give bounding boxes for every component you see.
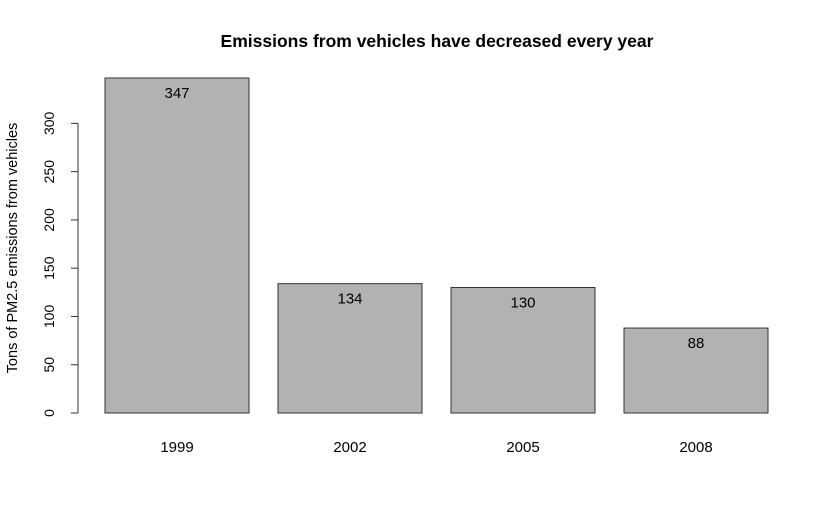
y-tick-label: 300 xyxy=(41,111,57,135)
bar-2008 xyxy=(623,327,769,414)
y-axis-label: Tons of PM2.5 emissions from vehicles xyxy=(5,123,21,374)
data-label-2005: 130 xyxy=(510,294,535,311)
y-tick-label: 100 xyxy=(41,305,57,329)
bars-group: 347 134 130 88 xyxy=(104,77,769,414)
category-label-2005: 2005 xyxy=(506,439,539,456)
bar-1999 xyxy=(104,77,250,414)
y-tick-label: 50 xyxy=(41,357,57,373)
data-label-1999: 347 xyxy=(164,85,189,102)
category-label-2002: 2002 xyxy=(333,439,366,456)
chart-title: Emissions from vehicles have decreased e… xyxy=(221,31,654,51)
y-tick-label: 250 xyxy=(41,160,57,184)
bar-2002 xyxy=(277,283,423,414)
bar-2005 xyxy=(450,286,596,414)
y-tick-label: 150 xyxy=(41,256,57,280)
category-labels: 1999 2002 2005 2008 xyxy=(160,439,712,456)
y-tick-label: 0 xyxy=(41,409,57,417)
category-label-1999: 1999 xyxy=(160,439,193,456)
category-label-2008: 2008 xyxy=(679,439,712,456)
y-tick-label: 200 xyxy=(41,208,57,232)
data-label-2008: 88 xyxy=(688,335,705,352)
y-axis: 0 50 100 150 200 250 300 xyxy=(41,111,79,417)
data-label-2002: 134 xyxy=(337,291,362,308)
